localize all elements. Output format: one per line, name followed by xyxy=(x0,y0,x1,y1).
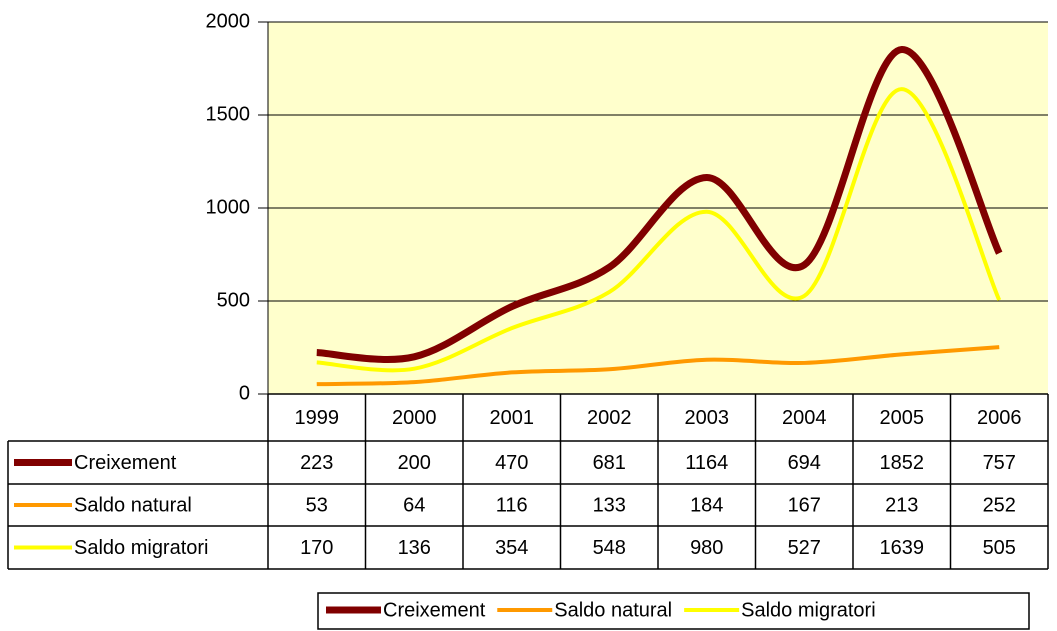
x-tick-label: 2002 xyxy=(587,407,632,429)
table-cell: 136 xyxy=(398,537,431,559)
series-line xyxy=(316,345,1000,387)
x-tick-label: 2005 xyxy=(880,407,925,429)
table-cell: 548 xyxy=(593,537,626,559)
table-cell: 1639 xyxy=(880,537,925,559)
table-cell: 470 xyxy=(495,452,528,474)
table-cell: 252 xyxy=(983,494,1016,516)
table-cell: 681 xyxy=(593,452,626,474)
legend xyxy=(317,592,1030,630)
table-cell: 184 xyxy=(690,494,723,516)
table-cell: 694 xyxy=(788,452,821,474)
table-cell: 980 xyxy=(690,537,723,559)
table-cell: 170 xyxy=(300,537,333,559)
table-cell: 757 xyxy=(983,452,1016,474)
legend-label: Saldo migratori xyxy=(741,599,876,621)
table-cell: 133 xyxy=(593,494,626,516)
table-cell: 505 xyxy=(983,537,1016,559)
table-cell: 1164 xyxy=(685,452,728,474)
table-cell: 527 xyxy=(788,537,821,559)
table-cell: 116 xyxy=(496,494,528,516)
x-tick-label: 2000 xyxy=(392,407,437,429)
table-cell: 167 xyxy=(788,494,821,516)
table-cell: 200 xyxy=(398,452,431,474)
y-tick-label: 1000 xyxy=(206,196,251,218)
y-tick-label: 2000 xyxy=(206,10,251,32)
series-line xyxy=(316,46,1003,363)
y-tick-label: 500 xyxy=(217,289,250,311)
table-cell: 1852 xyxy=(880,452,925,474)
series-line xyxy=(316,87,1002,373)
x-tick-label: 1999 xyxy=(295,407,340,429)
y-tick-label: 1500 xyxy=(206,103,251,125)
legend-label: Creixement xyxy=(383,599,486,621)
x-tick-label: 2003 xyxy=(685,407,730,429)
legend-label: Saldo natural xyxy=(554,599,672,621)
table-row-label: Creixement xyxy=(74,452,177,474)
table-cell: 223 xyxy=(300,452,333,474)
y-tick-label: 0 xyxy=(239,382,250,404)
x-tick-label: 2004 xyxy=(782,407,827,429)
table-cell: 64 xyxy=(403,494,425,516)
table-row-label: Saldo migratori xyxy=(74,537,209,559)
table-cell: 53 xyxy=(306,494,328,516)
x-tick-label: 2001 xyxy=(490,407,535,429)
table-cell: 354 xyxy=(495,537,528,559)
table-row-label: Saldo natural xyxy=(74,494,192,516)
x-tick-label: 2006 xyxy=(977,407,1022,429)
table-cell: 213 xyxy=(885,494,918,516)
